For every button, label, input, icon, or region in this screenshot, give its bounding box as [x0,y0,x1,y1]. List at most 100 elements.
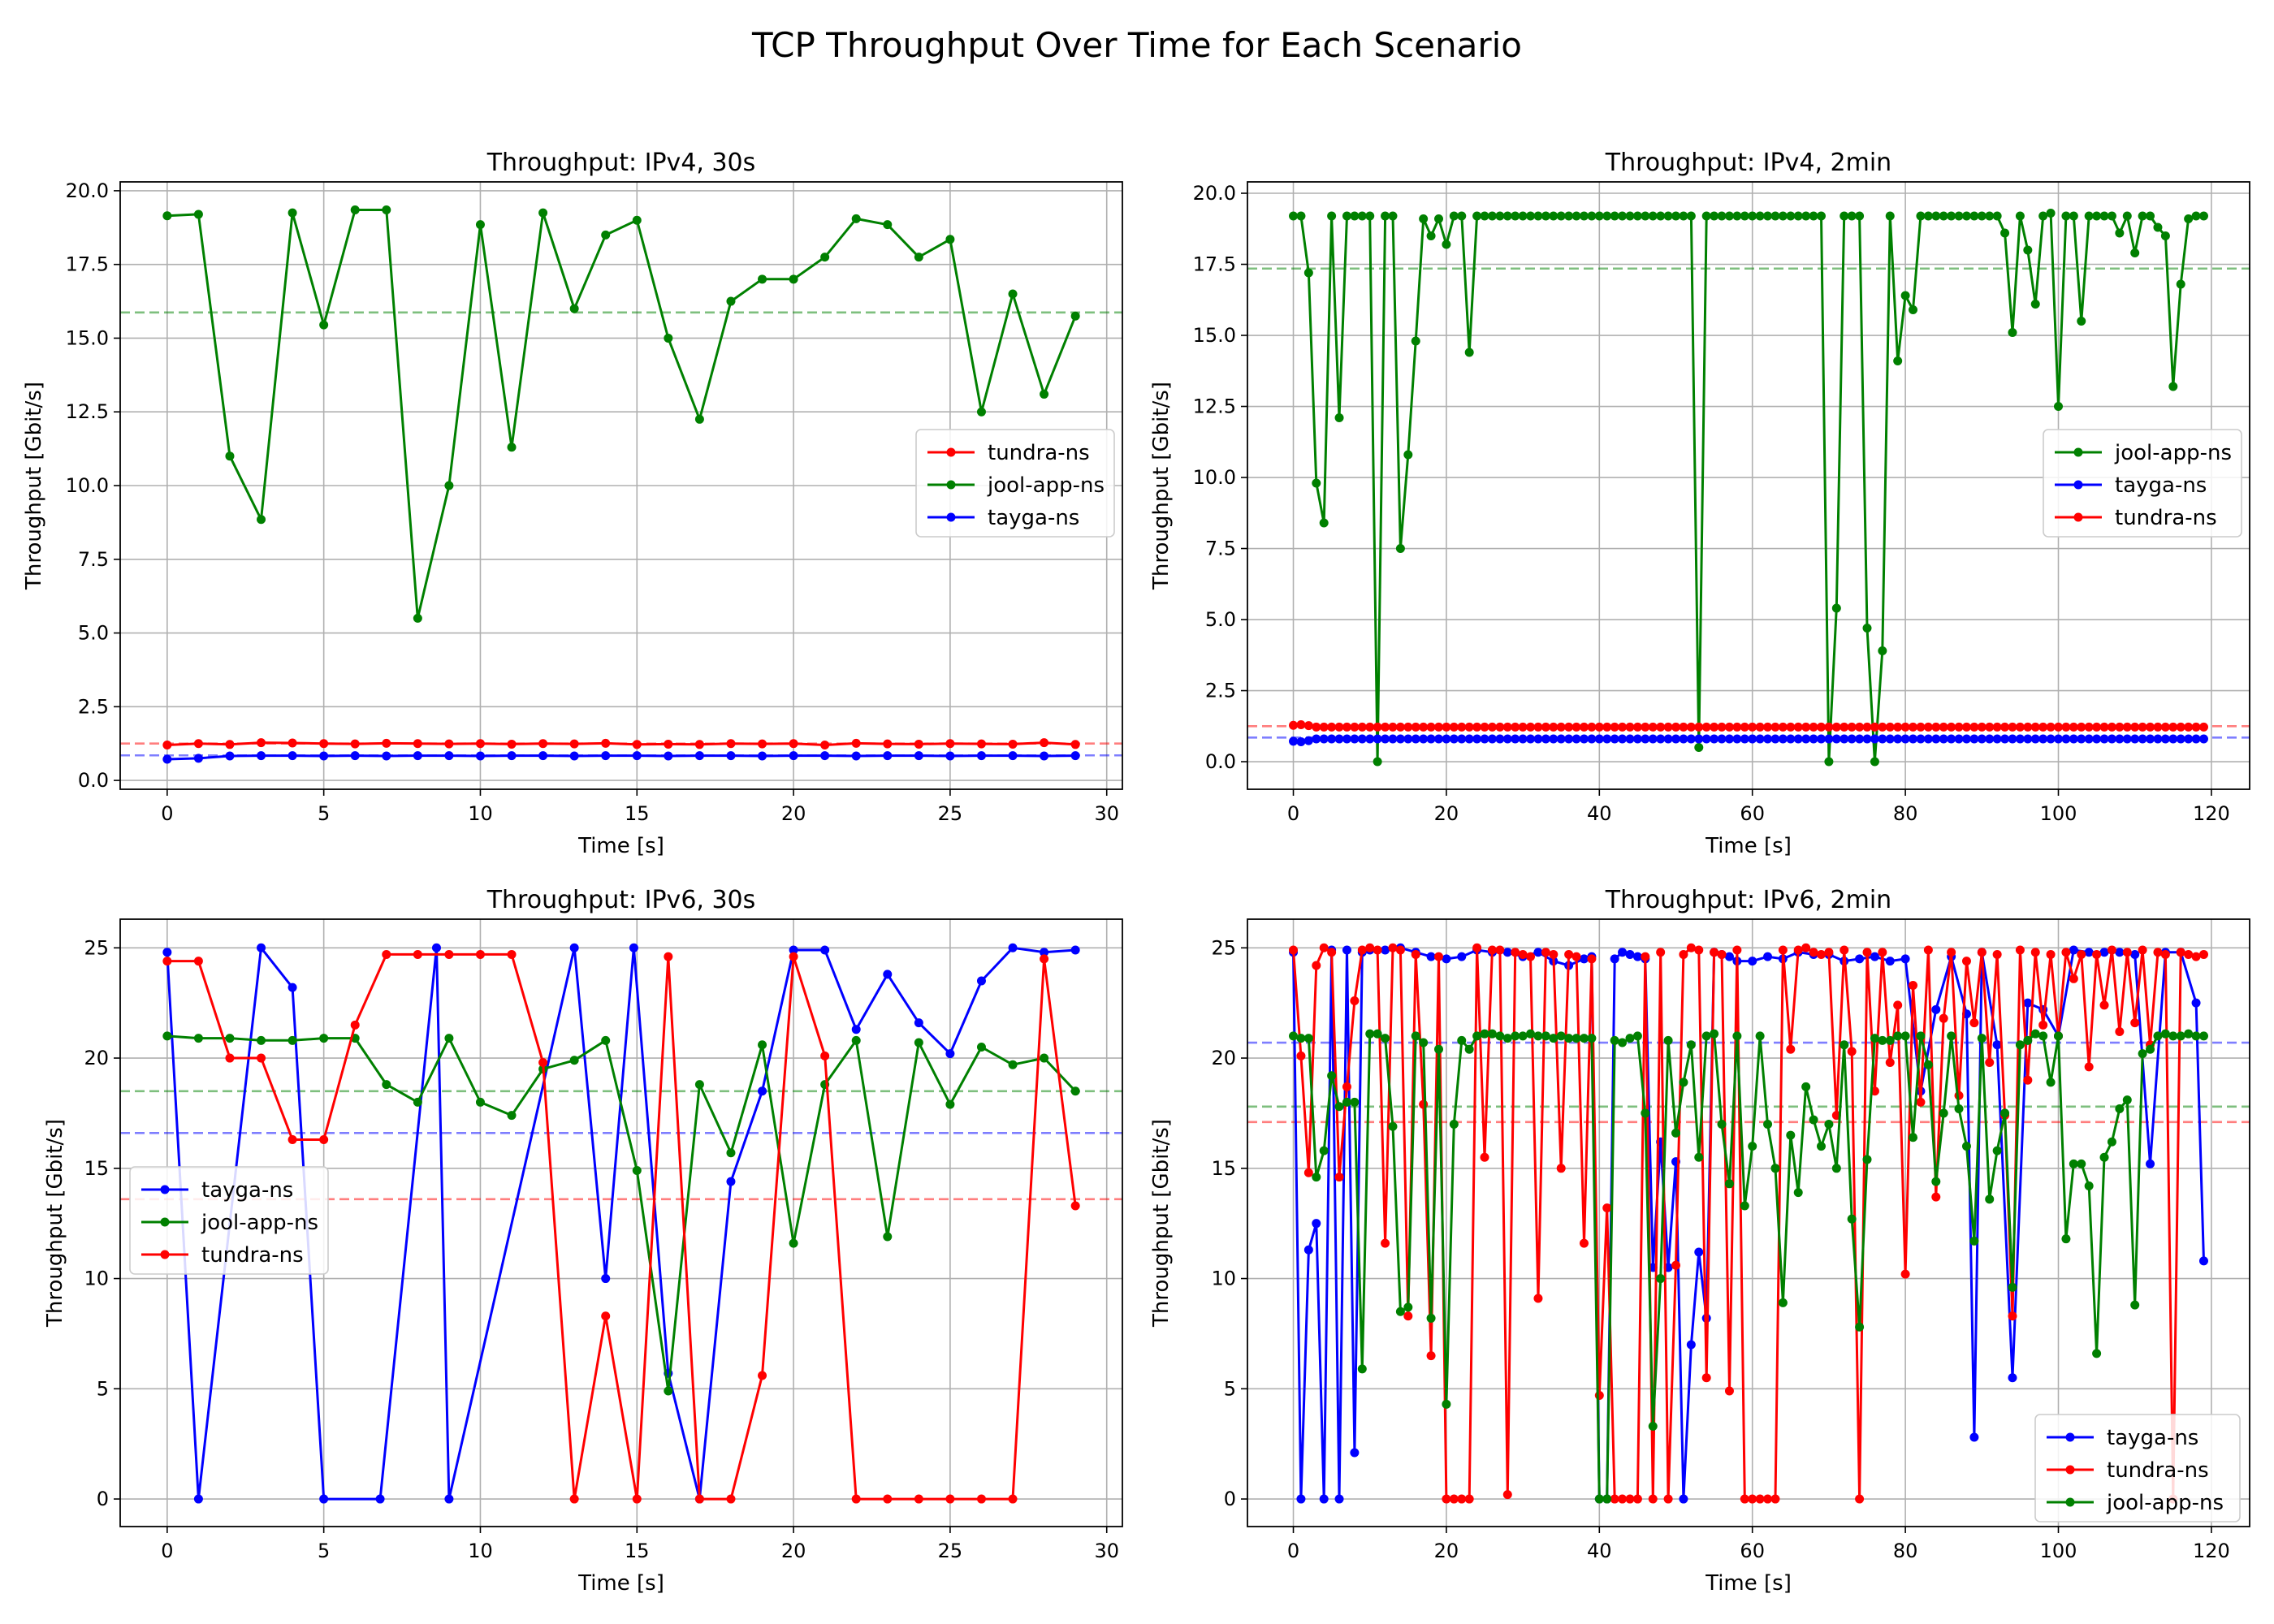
data-point-tundra-ns [2160,722,2170,732]
data-point-tundra-ns [1070,740,1080,749]
data-point-tayga-ns [945,751,955,761]
data-point-tundra-ns [1008,1494,1018,1504]
data-point-jool-app-ns [2008,1282,2017,1292]
data-point-tundra-ns [789,739,798,749]
data-point-tundra-ns [1831,722,1841,732]
data-point-tayga-ns [820,751,830,761]
data-point-tayga-ns [1732,734,1742,744]
data-point-jool-app-ns [1931,211,1941,221]
data-point-jool-app-ns [382,205,391,214]
x-tick-label: 20 [1434,802,1459,825]
data-point-tayga-ns [1449,734,1459,744]
data-point-jool-app-ns [1403,450,1413,460]
data-point-jool-app-ns [1648,211,1658,221]
y-tick-label: 10 [84,1268,109,1290]
legend: tayga-ns tundra-ns jool-app-ns [2034,1414,2241,1522]
data-point-jool-app-ns [1373,757,1382,767]
data-point-tundra-ns [1961,957,1971,966]
data-point-tundra-ns [257,738,266,748]
data-point-jool-app-ns [2138,211,2147,221]
data-point-tayga-ns [507,751,517,761]
data-point-tayga-ns [2015,734,2025,744]
data-point-jool-app-ns [1579,211,1589,221]
data-point-jool-app-ns [1985,1194,1995,1204]
data-point-tundra-ns [287,1135,297,1145]
data-point-jool-app-ns [2046,1078,2056,1087]
data-point-jool-app-ns [1755,211,1765,221]
data-point-tayga-ns [2198,734,2208,744]
data-point-tundra-ns [820,1051,830,1060]
data-point-tundra-ns [2146,722,2155,732]
data-point-jool-app-ns [2191,1031,2201,1041]
data-point-tayga-ns [1395,734,1405,744]
data-point-tundra-ns [1357,722,1367,732]
data-point-tundra-ns [1824,722,1834,732]
data-point-jool-app-ns [1641,1108,1650,1118]
data-point-tayga-ns [2138,734,2147,744]
data-point-jool-app-ns [1671,211,1681,221]
x-tick-label: 10 [468,802,493,825]
legend-marker-jool-app-ns [2065,1497,2075,1507]
data-point-tundra-ns [2130,1018,2140,1028]
data-point-jool-app-ns [1526,1029,1536,1039]
data-point-tayga-ns [1748,734,1757,744]
data-point-jool-app-ns [257,515,266,525]
data-point-tayga-ns [2008,1373,2017,1383]
data-point-tundra-ns [1502,722,1512,732]
data-point-jool-app-ns [225,451,235,461]
data-point-tundra-ns [2099,1000,2109,1010]
data-point-tayga-ns [1327,734,1337,744]
data-point-tundra-ns [444,739,454,749]
data-point-tundra-ns [1786,722,1796,732]
data-point-tayga-ns [1518,734,1528,744]
legend-marker-tayga-ns [2065,1432,2075,1442]
data-point-jool-app-ns [1763,211,1773,221]
data-point-jool-app-ns [2077,1159,2086,1168]
data-point-tundra-ns [2176,722,2185,732]
data-point-jool-app-ns [2176,279,2185,289]
data-point-tayga-ns [319,751,329,761]
data-point-tayga-ns [1464,734,1474,744]
data-point-jool-app-ns [1472,1031,1482,1041]
data-point-tayga-ns [2069,945,2078,955]
data-point-jool-app-ns [2160,231,2170,241]
data-point-jool-app-ns [1549,211,1559,221]
data-point-tundra-ns [820,741,830,750]
data-point-tundra-ns [1977,722,1987,732]
data-point-jool-app-ns [1602,211,1612,221]
data-point-jool-app-ns [1840,211,1849,221]
data-point-tundra-ns [1433,722,1443,732]
data-point-tundra-ns [1411,949,1420,959]
data-point-tayga-ns [1426,734,1436,744]
data-point-tundra-ns [1748,1494,1757,1504]
data-point-tayga-ns [1312,1219,1321,1229]
data-point-tayga-ns [1381,734,1390,744]
data-point-jool-app-ns [1801,211,1811,221]
data-point-tayga-ns [193,1494,203,1504]
data-point-jool-app-ns [2191,211,2201,221]
y-tick-label: 0 [97,1488,109,1510]
data-point-jool-app-ns [1289,1031,1299,1041]
data-point-jool-app-ns [507,1111,517,1121]
data-point-tundra-ns [2099,722,2109,732]
legend-marker-jool-app-ns [946,480,956,490]
data-point-tundra-ns [1373,722,1382,732]
data-point-tundra-ns [2092,722,2102,732]
data-point-tundra-ns [883,1494,893,1504]
data-point-tundra-ns [1748,722,1757,732]
x-tick-label: 0 [1287,1540,1299,1562]
data-point-tundra-ns [1663,1494,1673,1504]
data-point-tundra-ns [1878,722,1887,732]
data-point-tayga-ns [1373,734,1382,744]
data-point-tundra-ns [1549,949,1559,959]
data-point-jool-app-ns [1909,1133,1918,1142]
data-point-jool-app-ns [1900,291,1910,300]
data-point-jool-app-ns [162,211,172,221]
data-point-jool-app-ns [1495,211,1505,221]
data-point-tundra-ns [1533,722,1543,732]
data-point-tundra-ns [2092,949,2102,959]
data-point-tundra-ns [1923,945,1933,955]
data-point-tundra-ns [507,949,517,959]
data-point-jool-app-ns [632,215,642,225]
data-point-jool-app-ns [1564,211,1574,221]
